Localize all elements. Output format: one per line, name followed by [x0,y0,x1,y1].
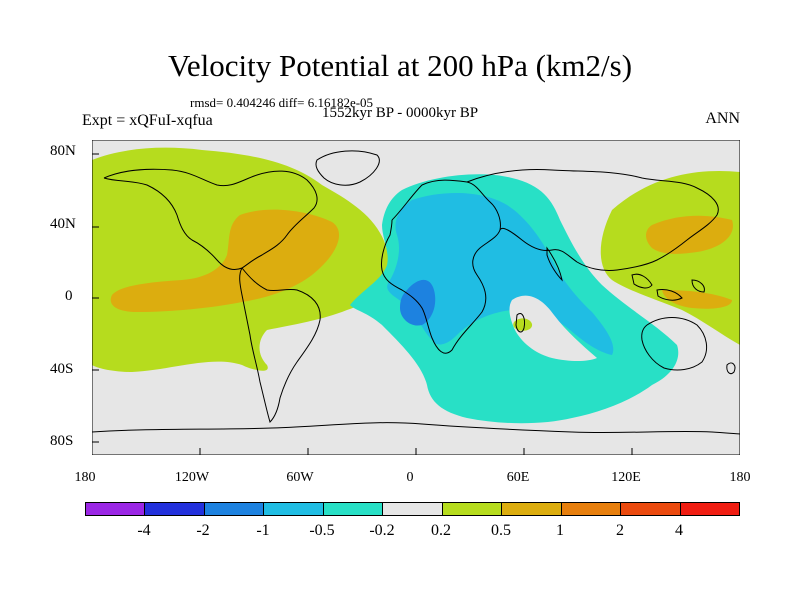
y-tick-label: 40N [50,216,76,232]
neutral-pocket [509,295,597,361]
negative-mid-region [387,193,614,355]
experiment-label: Expt = xQFuI-xqfua [82,112,213,129]
colorbar-swatch [323,503,384,515]
colorbar-label: -4 [137,522,151,539]
positive-mid-region [646,215,733,309]
x-tick-label: 180 [729,470,751,485]
x-tick-label: 0 [406,470,414,485]
colorbar-label: 0.2 [431,522,451,539]
y-tick-label: 40S [50,361,74,377]
colorbar-swatch [264,503,324,515]
colorbar-label: -2 [196,522,210,539]
colorbar-swatch [621,503,681,515]
colorbar-label: -1 [256,522,270,539]
colorbar-swatch [680,503,739,515]
colorbar [85,502,740,516]
colorbar-label: -0.2 [369,522,395,539]
colorbar-label: -0.5 [309,522,335,539]
coastlines [92,150,740,435]
colorbar-swatch [204,503,265,515]
contour-field [92,140,740,455]
colorbar-swatch [145,503,205,515]
x-tick-label: 60W [286,470,314,485]
colorbar-swatch [502,503,562,515]
y-tick-label: 0 [65,288,73,304]
colorbar-label: 4 [675,522,683,539]
map-plot [92,140,740,455]
season-label: ANN [705,110,740,127]
x-tick-label: 120E [611,470,641,485]
y-tick-label: 80S [50,433,74,449]
positive-weak-spot [513,318,533,331]
colorbar-swatch [442,503,503,515]
period-label: 1552kyr BP - 0000kyr BP [322,105,479,121]
colorbar-label: 2 [616,522,624,539]
colorbar-label: 0.5 [491,522,511,539]
x-tick-label: 120W [174,470,210,485]
plot-title: Velocity Potential at 200 hPa (km2/s) [167,48,633,83]
x-tick-label: 60E [506,470,530,485]
positive-mid-region [110,209,340,312]
stats-text: rmsd= 0.404246 diff= 6.16182e-05 [190,95,374,110]
colorbar-label: 1 [556,522,564,539]
y-tick-label: 80N [50,143,76,159]
colorbar-swatch [86,503,146,515]
x-tick-label: 180 [74,470,96,485]
colorbar-swatch [383,503,443,515]
colorbar-swatch [561,503,622,515]
axis-ticks [92,153,740,455]
